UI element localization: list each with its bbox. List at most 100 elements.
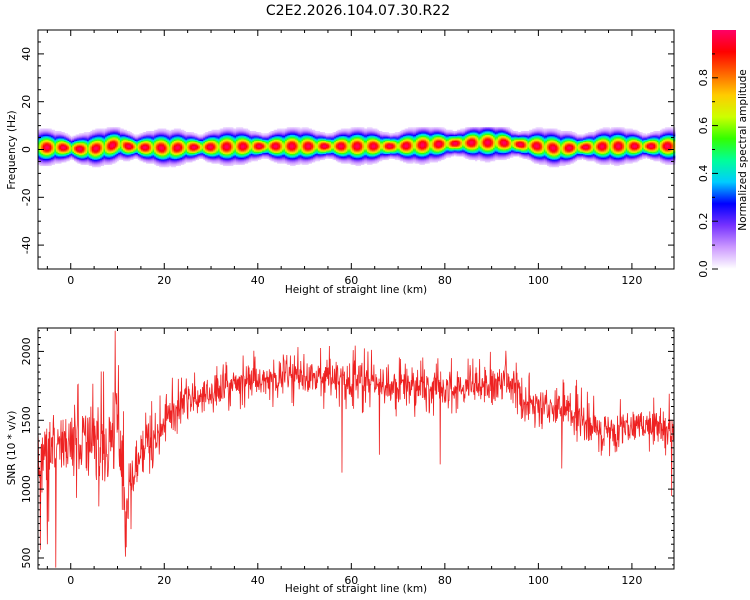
heatmap-cell bbox=[168, 147, 172, 150]
heatmap-cell bbox=[239, 129, 242, 132]
heatmap-cell bbox=[221, 157, 224, 159]
heatmap-cell bbox=[39, 132, 42, 134]
heatmap-cell bbox=[131, 156, 134, 158]
heatmap-cell bbox=[69, 138, 72, 140]
heatmap-cell bbox=[47, 145, 51, 147]
heatmap-cell bbox=[204, 138, 208, 140]
heatmap-cell bbox=[118, 158, 121, 161]
heatmap-cell bbox=[332, 152, 335, 155]
heatmap-cell bbox=[87, 132, 90, 134]
heatmap-cell bbox=[105, 130, 108, 133]
heatmap-cell bbox=[159, 134, 162, 137]
heatmap-cell bbox=[191, 148, 195, 151]
heatmap-cell bbox=[311, 132, 314, 134]
heatmap-cell bbox=[67, 142, 70, 145]
heatmap-cell bbox=[203, 141, 206, 144]
heatmap-cell bbox=[254, 152, 257, 155]
heatmap-cell bbox=[42, 151, 46, 153]
heatmap-cell bbox=[244, 146, 247, 149]
heatmap-cell bbox=[198, 147, 201, 150]
heatmap-cell bbox=[175, 141, 178, 144]
heatmap-cell bbox=[227, 141, 231, 144]
heatmap-cell bbox=[42, 128, 46, 131]
heatmap-cell bbox=[141, 136, 144, 139]
heatmap-cell bbox=[242, 153, 245, 156]
heatmap-cell bbox=[131, 145, 134, 147]
heatmap-cell bbox=[214, 160, 218, 163]
heatmap-cell bbox=[304, 148, 308, 151]
heatmap-cell bbox=[172, 139, 175, 141]
heatmap-cell bbox=[118, 151, 121, 153]
heatmap-cell bbox=[131, 154, 134, 157]
heatmap-cell bbox=[265, 133, 268, 135]
heatmap-cell bbox=[119, 138, 123, 140]
heatmap-cell bbox=[240, 152, 244, 155]
heatmap-cell bbox=[146, 145, 149, 147]
heatmap-cell bbox=[193, 159, 196, 162]
heatmap-cell bbox=[170, 151, 173, 153]
heatmap-cell bbox=[157, 134, 160, 137]
heatmap-cell bbox=[132, 156, 136, 158]
heatmap-cell bbox=[203, 157, 206, 159]
heatmap-cell bbox=[150, 139, 154, 141]
heatmap-cell bbox=[52, 144, 55, 146]
heatmap-cell bbox=[226, 158, 229, 161]
heatmap-cell bbox=[154, 133, 157, 135]
heatmap-cell bbox=[60, 160, 64, 163]
heatmap-cell bbox=[167, 133, 170, 135]
heatmap-cell bbox=[67, 156, 70, 158]
heatmap-cell bbox=[119, 142, 123, 145]
heatmap-cell bbox=[87, 138, 90, 140]
heatmap-cell bbox=[162, 165, 165, 168]
heatmap-cell bbox=[64, 138, 67, 140]
heatmap-cell bbox=[152, 159, 155, 162]
heatmap-cell bbox=[334, 132, 337, 134]
heatmap-cell bbox=[237, 128, 240, 131]
heatmap-cell bbox=[95, 138, 98, 140]
heatmap-cell bbox=[85, 146, 88, 149]
heatmap-cell bbox=[213, 141, 216, 144]
heatmap-cell bbox=[87, 156, 90, 158]
heatmap-cell bbox=[44, 139, 47, 141]
heatmap-cell bbox=[60, 159, 64, 162]
heatmap-cell bbox=[301, 148, 304, 151]
heatmap-cell bbox=[90, 141, 93, 144]
heatmap-cell bbox=[111, 152, 114, 155]
heatmap-cell bbox=[177, 140, 180, 143]
heatmap-cell bbox=[237, 148, 240, 151]
heatmap-cell bbox=[93, 158, 96, 161]
heatmap-cell bbox=[308, 152, 311, 155]
heatmap-cell bbox=[78, 152, 82, 155]
heatmap-cell bbox=[245, 146, 249, 149]
heatmap-cell bbox=[75, 153, 78, 156]
heatmap-cell bbox=[193, 141, 196, 144]
heatmap-cell bbox=[296, 145, 299, 147]
heatmap-cell bbox=[170, 130, 173, 133]
heatmap-cell bbox=[136, 156, 139, 158]
heatmap-cell bbox=[201, 152, 204, 155]
heatmap-cell bbox=[239, 140, 242, 143]
heatmap-cell bbox=[87, 135, 90, 138]
heatmap-cell bbox=[200, 153, 203, 156]
heatmap-cell bbox=[83, 144, 87, 146]
heatmap-cell bbox=[263, 147, 267, 150]
heatmap-cell bbox=[119, 135, 123, 138]
heatmap-cell bbox=[298, 129, 301, 132]
heatmap-cell bbox=[298, 146, 301, 149]
heatmap-cell bbox=[49, 164, 52, 167]
heatmap-cell bbox=[301, 152, 304, 155]
heatmap-cell bbox=[272, 154, 275, 157]
heatmap-cell bbox=[222, 136, 226, 139]
heatmap-cell bbox=[149, 147, 152, 150]
heatmap-cell bbox=[214, 156, 218, 158]
heatmap-cell bbox=[270, 151, 273, 153]
heatmap-cell bbox=[180, 140, 183, 143]
heatmap-cell bbox=[110, 159, 113, 162]
heatmap-cell bbox=[262, 157, 265, 159]
heatmap-cell bbox=[276, 141, 280, 144]
heatmap-cell bbox=[195, 154, 198, 157]
heatmap-cell bbox=[227, 159, 231, 162]
heatmap-cell bbox=[150, 140, 154, 143]
heatmap-cell bbox=[216, 158, 219, 161]
heatmap-cell bbox=[139, 148, 142, 151]
